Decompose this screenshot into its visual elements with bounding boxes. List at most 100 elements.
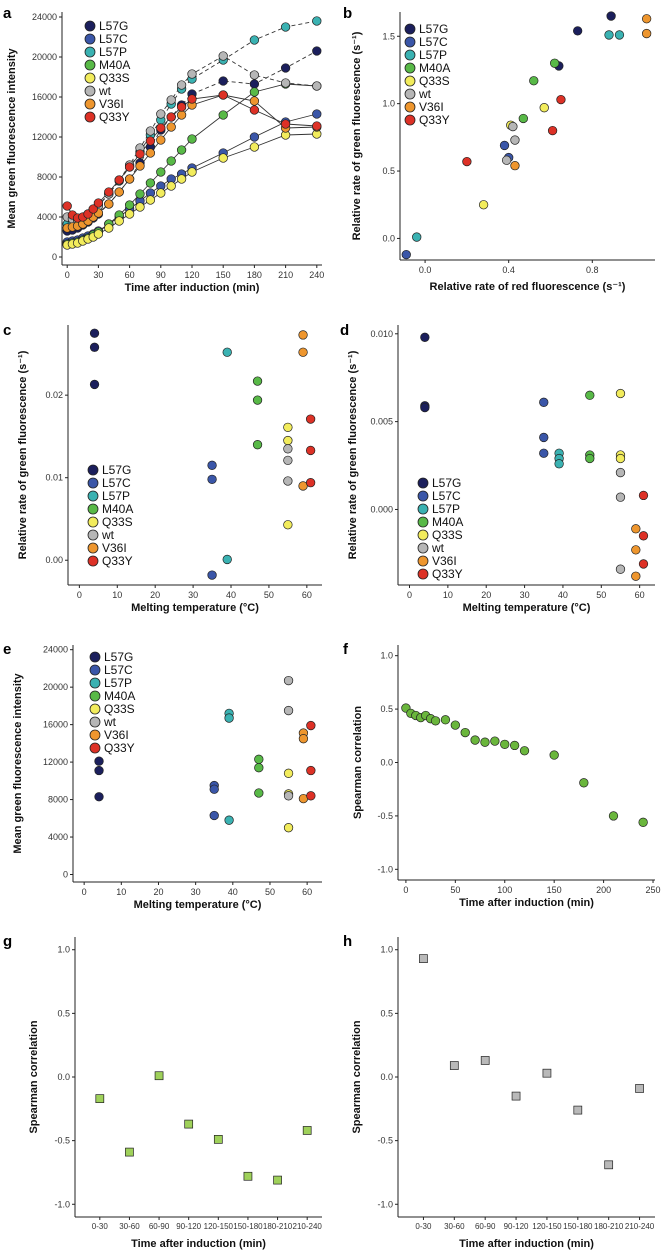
y-tick-label: 24000	[43, 645, 68, 655]
data-point-m40a	[156, 167, 166, 177]
y-axis-label: Relative rate of green fluorescence (s⁻¹…	[17, 350, 29, 559]
legend-swatch-q33s	[87, 516, 99, 528]
x-tick-label: 0	[65, 270, 70, 280]
correlation-point	[460, 727, 470, 738]
x-tick-label: 210	[278, 270, 293, 280]
data-point-l57g	[606, 11, 616, 21]
data-point-wt	[283, 791, 294, 801]
data-point-l57c	[401, 249, 411, 260]
legend-label: Q33S	[419, 74, 450, 88]
correlation-square	[480, 1056, 490, 1065]
data-point-l57p	[312, 16, 322, 26]
data-point-m40a	[176, 145, 187, 155]
x-tick-label: 90	[156, 270, 166, 280]
y-tick-label: 1.0	[382, 99, 395, 109]
data-point-q33s	[135, 202, 145, 212]
correlation-square	[125, 1147, 134, 1157]
x-tick-label: 0	[77, 590, 82, 600]
legend-label: V36I	[432, 554, 457, 568]
y-axis-label: Spearman correlation	[351, 1020, 363, 1133]
data-point-l57c	[209, 784, 219, 794]
correlation-square	[302, 1126, 312, 1135]
data-point-wt	[615, 564, 626, 574]
legend-label: Q33Y	[99, 110, 130, 124]
x-tick-label: 120	[184, 270, 199, 280]
data-point-l57p	[280, 22, 291, 32]
panel-label: h	[343, 933, 352, 950]
legend-label: L57P	[104, 676, 132, 690]
panel-g: g -1.0 -0.5 0.0 0.5 1.0 Time after induction (…	[3, 933, 322, 1250]
correlation-square	[154, 1071, 164, 1081]
y-tick-label: 8000	[37, 172, 57, 182]
data-point-l57g	[312, 46, 322, 56]
legend-label: V36I	[419, 100, 444, 114]
x-tick-label: 20	[481, 590, 491, 600]
x-axis-label: Time after induction (min)	[125, 282, 260, 294]
legend-label: Q33Y	[419, 113, 450, 127]
data-point-l57p	[224, 713, 234, 723]
data-point-m40a	[135, 189, 145, 199]
legend-swatch-v36i	[84, 98, 96, 110]
data-point-v36i	[135, 161, 145, 171]
x-axis-label: Melting temperature (°C)	[463, 602, 591, 614]
legend-label: wt	[98, 84, 112, 98]
x-tick-label: 30	[191, 887, 201, 897]
data-point-q33y	[114, 175, 124, 185]
legend-label: M40A	[432, 515, 463, 529]
correlation-square	[273, 1175, 282, 1185]
data-point-v36i	[641, 28, 652, 39]
legend-label: L57G	[432, 476, 461, 490]
data-point-wt	[615, 467, 626, 478]
data-point-l57g	[420, 332, 430, 342]
data-point-q33y	[280, 119, 291, 129]
y-tick-label: 0.5	[57, 1008, 70, 1018]
data-point-wt	[312, 81, 322, 91]
y-axis-label: Relative rate of green fluorescence (s⁻¹…	[351, 31, 363, 240]
data-point-q33y	[638, 490, 649, 501]
x-tick-label: 50	[265, 887, 275, 897]
x-tick-label: 60	[302, 590, 312, 600]
data-point-m40a	[254, 763, 264, 773]
x-tick-label: 150-180	[563, 1222, 593, 1231]
legend-label: wt	[103, 715, 117, 729]
data-point-q33y	[305, 478, 316, 488]
data-point-v36i	[298, 347, 308, 357]
panel-label: a	[3, 5, 12, 22]
data-point-q33y	[62, 201, 72, 211]
data-point-q33s	[93, 229, 104, 239]
panel-f: f -1.0 -0.5 0.0 0.5 1.0 0 50 100 150 200 250 Time af…	[343, 641, 661, 909]
data-point-l57p	[222, 554, 232, 565]
y-tick-label: -1.0	[54, 1199, 70, 1209]
data-point-wt	[283, 455, 293, 466]
y-tick-label: 0	[52, 252, 57, 262]
x-tick-label: 30-60	[119, 1222, 140, 1231]
data-point-l57c	[312, 109, 322, 119]
data-point-q33y	[306, 791, 316, 801]
data-point-q33s	[283, 435, 293, 446]
y-tick-label: 0.5	[382, 166, 395, 176]
y-tick-label: 12000	[43, 757, 68, 767]
x-tick-label: 210-240	[625, 1222, 655, 1231]
data-point-m40a	[550, 58, 560, 68]
x-axis-label: Time after induction (min)	[131, 1238, 266, 1250]
x-tick-label: 20	[153, 887, 163, 897]
y-tick-label: 1.0	[380, 651, 393, 661]
x-tick-label: 180-210	[594, 1222, 624, 1231]
y-tick-label: 12000	[32, 132, 57, 142]
data-point-v36i	[104, 199, 114, 209]
correlation-point	[470, 735, 480, 745]
x-tick-label: 40	[226, 590, 236, 600]
y-tick-label: 0.01	[45, 473, 63, 483]
data-point-v36i	[298, 330, 308, 340]
legend-swatch-l57p	[87, 490, 99, 502]
x-tick-label: 240	[309, 270, 324, 280]
y-tick-label: 1.0	[380, 945, 393, 955]
data-point-l57c	[209, 810, 219, 821]
data-point-l57g	[573, 26, 583, 36]
data-point-m40a	[529, 76, 539, 86]
data-point-q33y	[145, 136, 156, 146]
data-point-m40a	[254, 754, 264, 764]
legend-swatch-m40a	[84, 59, 96, 71]
legend-label: wt	[431, 541, 445, 555]
panel-d: d 0.000 0.005 0.010 0 10 20 30 40 50 60 Melting tem…	[340, 322, 655, 614]
